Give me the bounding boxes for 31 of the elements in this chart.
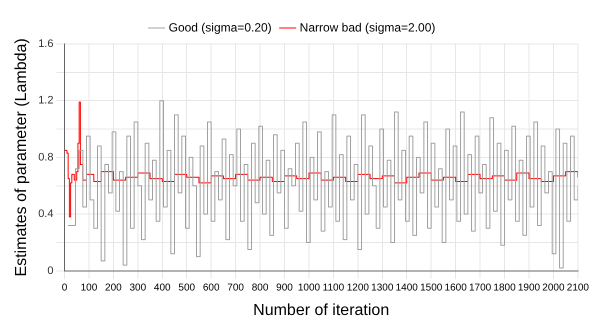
x-tick-label: 1000 (298, 282, 321, 294)
x-tick-label: 1100 (322, 282, 345, 294)
x-tick-label: 500 (178, 282, 196, 294)
x-tick-label: 1400 (396, 282, 418, 294)
x-tick-label: 600 (202, 282, 220, 294)
x-tick-label: 700 (227, 282, 244, 294)
y-axis-title: Estimates of parameter (Lambda) (13, 38, 30, 277)
x-tick-label: 1300 (371, 282, 394, 294)
x-tick-label: 1600 (444, 282, 468, 294)
x-tick-label: 2000 (542, 282, 565, 294)
x-tick-label: 1800 (493, 282, 516, 294)
y-tick-label: 1.2 (38, 94, 54, 107)
x-tick-label: 1200 (346, 282, 370, 294)
x-axis-title: Number of iteration (253, 302, 390, 319)
x-tick-label: 400 (154, 282, 172, 294)
x-tick-label: 1500 (420, 282, 443, 294)
x-tick-label: 100 (80, 282, 98, 294)
x-tick-label: 1900 (518, 282, 541, 294)
x-tick-label: 900 (276, 282, 294, 294)
x-tick-label: 1700 (468, 282, 492, 294)
x-tick-label: 2100 (566, 282, 590, 294)
y-tick-label: 1.6 (38, 38, 54, 50)
y-tick-label: 0.4 (38, 208, 54, 220)
x-tick-label: 0 (62, 282, 68, 294)
legend-label: Good (sigma=0.20) (168, 20, 272, 34)
x-tick-label: 800 (252, 282, 269, 294)
y-tick-label: 0.8 (38, 151, 54, 164)
legend-label: Narrow bad (sigma=2.00) (300, 20, 436, 34)
x-tick-label: 200 (105, 282, 122, 294)
y-tick-label: 0 (47, 264, 54, 277)
x-tick-label: 300 (129, 282, 147, 294)
